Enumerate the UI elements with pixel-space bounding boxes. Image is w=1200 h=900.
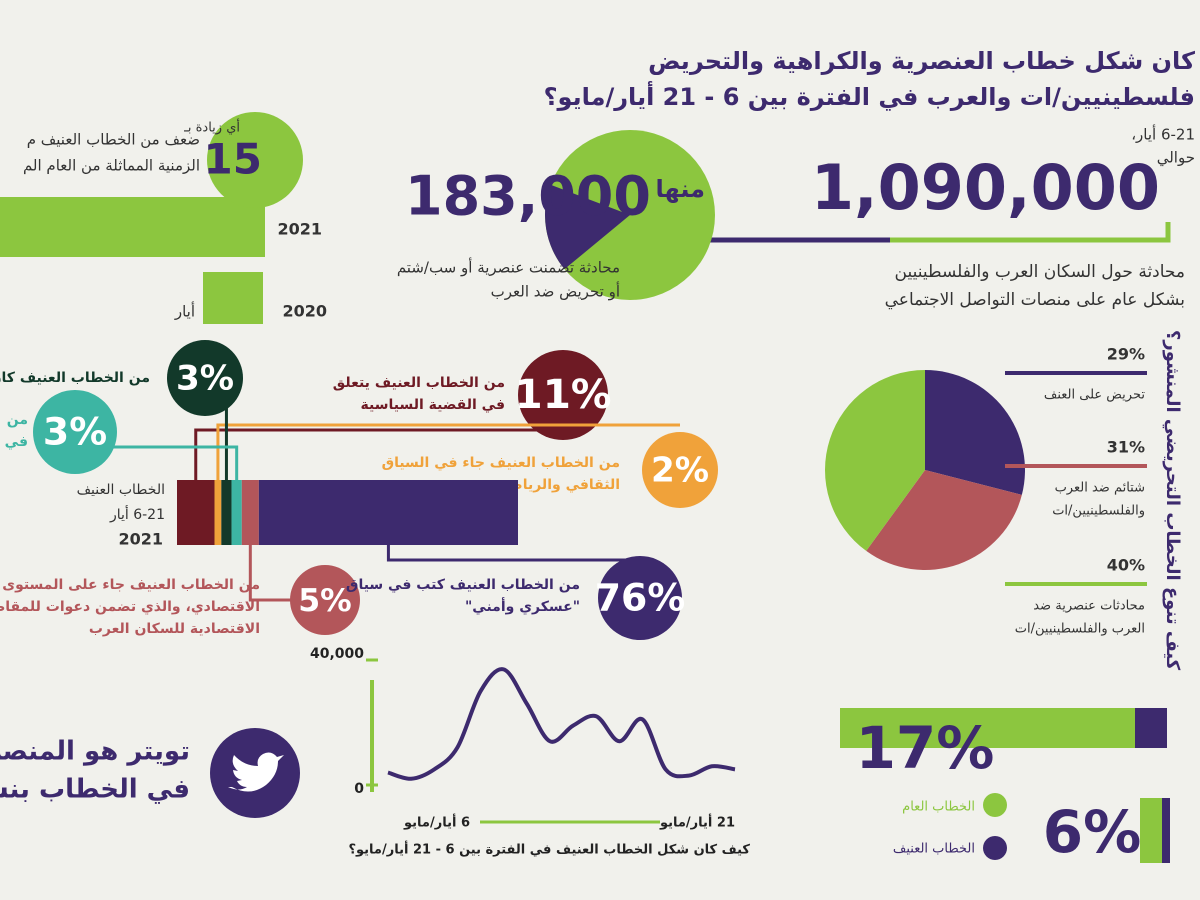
slice-label: 31% <box>1107 438 1145 457</box>
year: 2020 <box>282 302 327 321</box>
line <box>387 667 736 781</box>
type-slice <box>866 470 1022 570</box>
segment <box>231 480 242 545</box>
x-label: 6 أيار/مايو <box>403 814 470 831</box>
connector <box>890 222 1171 243</box>
segment-label: 5% <box>298 583 351 619</box>
of-which: منها <box>655 175 705 203</box>
segment-desc: من الخطاب العنيف جاء في السياق <box>382 455 620 471</box>
legend-label: الخطاب العنيف <box>893 842 975 857</box>
segment-label: 3% <box>176 359 234 399</box>
y-tick-label: 0 <box>354 781 364 797</box>
growth-prefix: أي زيادة بـ <box>183 119 240 136</box>
type-slice <box>825 369 925 551</box>
segment-desc: من الخطاب العنيف جاء على المستوى <box>2 577 260 593</box>
twitter-bird <box>228 752 284 792</box>
segment-desc: الاقتصادي، والذي تضمن دعوات للمقاطعة <box>0 599 260 616</box>
segment-desc: الاقتصادية للسكان العرب <box>89 621 260 637</box>
growth-desc: الزمنية المماثلة من العام الم <box>23 157 200 175</box>
legend-swatch <box>983 836 1007 860</box>
segment-desc: من الخطاب العنيف كان ع <box>0 370 150 386</box>
label-circle <box>33 390 117 474</box>
violent-desc: محادثة تضمنت عنصرية أو سب/شتم <box>397 258 620 277</box>
connector <box>75 445 239 480</box>
types-title: كيف تنوع الخطاب التحريضي المنشور؟ <box>1162 330 1183 671</box>
segment-label: 2% <box>651 451 709 491</box>
x-label: 21 أيار/مايو <box>659 814 735 831</box>
slice-desc: والفلسطينيين/ات <box>1052 504 1145 519</box>
segment-label: 11% <box>515 370 612 418</box>
growth-desc: ضعف من الخطاب العنيف م <box>27 131 200 149</box>
breakdown-year: 2021 <box>118 530 163 549</box>
title: كان شكل خطاب العنصرية والكراهية والتحريض <box>648 47 1195 75</box>
label-circle <box>598 556 682 640</box>
segment <box>177 480 215 545</box>
violent-bar-small <box>1162 798 1170 863</box>
platform-text: تويتر هو المنصة الأ <box>0 735 190 767</box>
title: فلسطينيين/ات والعرب في الفترة بين 6 - 21… <box>544 81 1195 111</box>
legend-swatch <box>983 793 1007 817</box>
breakdown-label: 6-21 أيار <box>109 505 165 523</box>
platform-text: في الخطاب بنسب <box>0 775 190 805</box>
total-desc: محادثة حول السكان العرب والفلسطينيين <box>895 262 1185 282</box>
segment-desc: من الخطاب العنيف يتعلق <box>333 375 505 391</box>
connector <box>386 545 640 562</box>
segment-label: 3% <box>43 410 107 454</box>
segment-desc: من الخطاب العنيف كتب في سياق <box>346 577 580 593</box>
segment-desc: في <box>5 434 28 450</box>
violent-slice <box>545 184 630 270</box>
year: 2021 <box>277 220 322 239</box>
segment-desc: "عسكري وأمني" <box>465 597 580 616</box>
about: حوالي <box>1157 149 1195 168</box>
total-desc: بشكل عام على منصات التواصل الاجتماعي <box>885 290 1185 310</box>
segment <box>258 480 518 545</box>
violent-desc: أو تحريض ضد العرب <box>491 282 620 301</box>
connector <box>216 423 680 480</box>
segment-label: 76% <box>595 576 685 620</box>
growth-value: 15 <box>204 135 262 184</box>
bar-2020 <box>203 272 263 324</box>
connector <box>194 428 563 480</box>
segment-desc: في القضية السياسية <box>361 397 505 413</box>
violent-value: 183,000 <box>405 165 651 228</box>
violent-bar <box>1135 708 1167 748</box>
segment <box>221 480 232 545</box>
segment-desc: من <box>7 412 28 428</box>
type-slice <box>925 370 1025 495</box>
general-bar <box>840 708 1135 748</box>
growth-circle <box>207 112 303 208</box>
slice-desc: محادثات عنصرية ضد <box>1033 599 1145 614</box>
label-circle <box>518 350 608 440</box>
slice-label: 29% <box>1107 345 1145 364</box>
label-circle <box>290 565 360 635</box>
slice-desc: تحريض على العنف <box>1044 388 1145 403</box>
segment <box>241 480 259 545</box>
label-circle <box>167 340 243 416</box>
segment-desc: الثقافي والرياضي <box>495 477 620 493</box>
y-tick-label: 40,000 <box>310 646 364 662</box>
segment <box>214 480 222 545</box>
general-bar-small <box>1140 798 1162 863</box>
period: 6-21 أيار، <box>1131 125 1195 144</box>
slice-label: 40% <box>1107 556 1145 575</box>
general-share: 17% <box>856 714 995 782</box>
caption: كيف كان شكل الخطاب العنيف في الفترة بين … <box>348 841 750 858</box>
bar-2021 <box>0 197 265 257</box>
label-circle <box>642 432 718 508</box>
legend-label: الخطاب العام <box>902 800 975 815</box>
slice-desc: شتائم ضد العرب <box>1055 481 1145 496</box>
breakdown-label: الخطاب العنيف <box>77 482 165 498</box>
total-value: 1,090,000 <box>811 151 1160 224</box>
slice-desc: العرب والفلسطينيين/ات <box>1015 622 1145 637</box>
violent-share: 6% <box>1043 798 1141 866</box>
month: أيار <box>174 302 195 321</box>
